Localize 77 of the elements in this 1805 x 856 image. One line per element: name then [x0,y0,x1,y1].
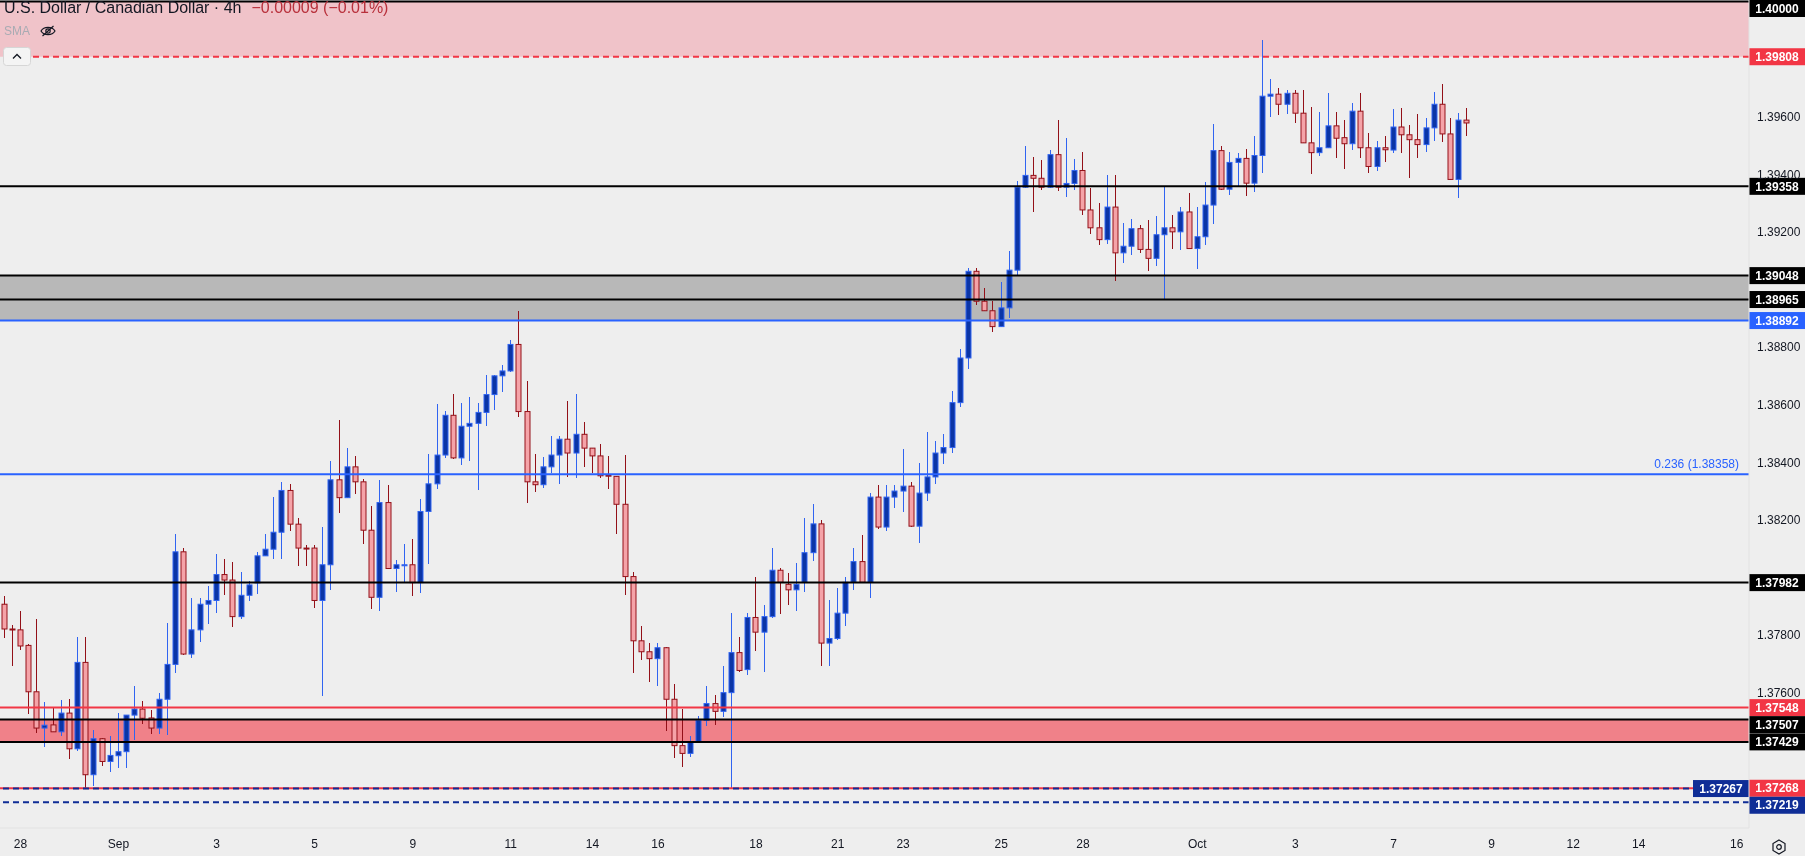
x-tick-label: 21 [831,836,845,851]
chart-title: U.S. Dollar / Canadian Dollar · 4h [4,0,242,17]
candlestick [900,449,907,512]
candlestick [752,577,759,652]
x-tick-label: 9 [409,836,417,851]
ref-line-label: 1.39808 [1755,49,1800,64]
candlestick [139,701,146,725]
candlestick [99,738,106,766]
candlestick [1325,93,1332,149]
y-tick-label: 1.39600 [1757,109,1801,124]
ref-line-label: 1.37507 [1755,717,1800,732]
ref-line-label: 1.40000 [1755,1,1800,16]
candlestick [336,420,343,513]
x-tick-label: 16 [1730,836,1744,851]
annotation: SMA [4,24,31,38]
candlestick [1284,89,1291,115]
x-tick-label: 23 [896,836,911,851]
ref-line-label: 1.37267 [1699,781,1744,796]
x-tick-label: 9 [1488,836,1496,851]
x-tick-label: 14 [585,836,600,851]
y-tick-label: 1.39200 [1757,225,1801,240]
x-tick-label: 3 [213,836,221,851]
ref-line-label: 1.39048 [1755,268,1800,283]
ref-line-label: 1.38892 [1755,313,1800,328]
candlestick [50,708,57,733]
ref-line-label: 1.37219 [1755,798,1800,813]
candlestick [1177,207,1184,251]
candlestick [1316,112,1323,156]
candlestick [859,535,866,583]
chart-subtitle: −0.00009 (−0.01%) [251,0,389,17]
x-tick-label: 14 [1631,836,1646,851]
candlestick [850,547,857,590]
candlestick [793,562,800,611]
ref-line-label: 1.38965 [1755,292,1800,307]
x-tick-label: 28 [13,836,28,851]
candlestick [1235,152,1242,187]
ref-line-label: 1.37268 [1755,781,1800,796]
x-tick-label: 11 [504,836,518,851]
annotation: 0.236 (1.38358) [1654,456,1739,471]
candlestick [785,573,792,605]
candlestick [58,700,65,736]
y-tick-label: 1.38600 [1757,397,1801,412]
candlestick [736,636,743,673]
candlestick [1382,135,1389,163]
x-tick-label: 5 [311,836,319,851]
candlestick [573,393,580,478]
candlestick [1275,87,1282,115]
x-tick-label: 12 [1566,836,1581,851]
candlestick [1096,203,1103,245]
x-tick-label: 7 [1390,836,1398,851]
ref-line-label: 1.37429 [1755,735,1800,750]
x-tick-label: 3 [1292,836,1300,851]
y-tick-label: 1.37600 [1757,685,1801,700]
x-tick-label: 25 [994,836,1009,851]
candlestick [1374,140,1381,171]
candlestick [1390,109,1397,153]
candlestick [564,400,571,477]
y-tick-label: 1.37800 [1757,628,1801,643]
y-tick-label: 1.39400 [1757,167,1801,182]
y-tick-label: 1.38200 [1757,513,1801,528]
candlestick [777,567,784,614]
ref-line-label: 1.37982 [1755,575,1800,590]
candlestick [654,642,661,687]
candlestick [1463,108,1470,136]
candlestick [1169,215,1176,250]
x-tick-label: 28 [1076,836,1090,851]
x-tick-label: Oct [1187,836,1208,851]
candlestick [409,539,416,597]
ref-line-label: 1.39358 [1755,179,1800,194]
x-tick-label: 18 [749,836,763,851]
candlestick [41,702,48,747]
ref-line-label: 1.37548 [1755,700,1800,715]
candlestick [687,735,694,758]
y-tick-label: 1.38800 [1757,340,1801,355]
x-tick-label: Sep [107,836,130,851]
y-tick-label: 1.38400 [1757,455,1801,470]
x-tick-label: 16 [651,836,665,851]
